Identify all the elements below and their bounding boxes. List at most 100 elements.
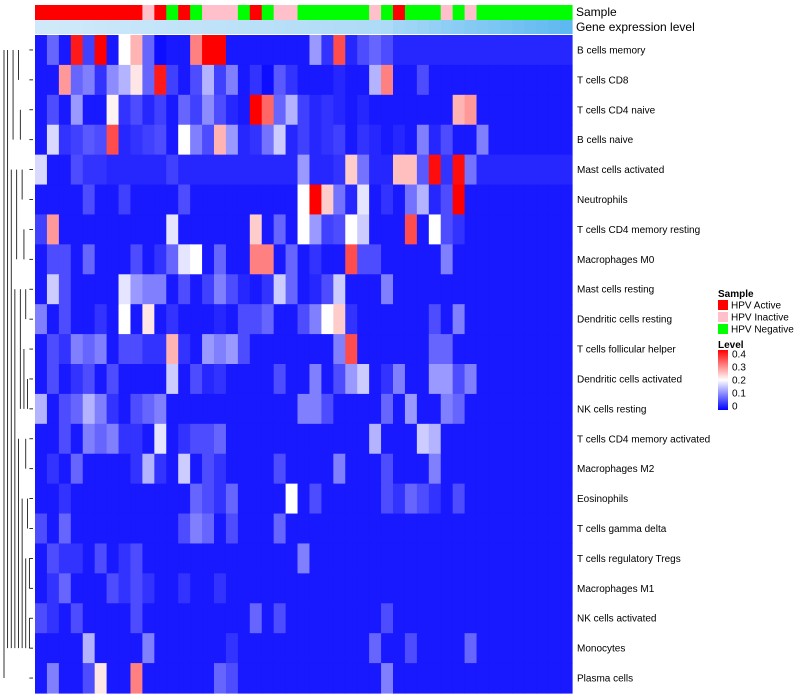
heatmap-cell — [94, 154, 108, 186]
heatmap-cell — [166, 154, 179, 186]
heatmap-cell — [500, 573, 513, 604]
heatmap-cell — [237, 64, 251, 96]
heatmap-cell — [404, 124, 418, 156]
heatmap-cell — [452, 334, 466, 365]
heatmap-cell — [237, 453, 251, 485]
heatmap-cell — [464, 483, 478, 515]
heatmap-cell — [464, 573, 478, 604]
heatmap-cell — [404, 244, 418, 275]
heatmap-cell — [524, 64, 537, 96]
level-legend-tick: 0.3 — [732, 363, 746, 374]
heatmap-cell — [178, 423, 191, 455]
heatmap-cell — [190, 124, 203, 156]
sample-cell — [273, 5, 287, 20]
heatmap-cell — [452, 64, 466, 96]
heatmap-cell — [297, 603, 311, 634]
heatmap-cell — [357, 184, 370, 216]
heatmap-cell — [154, 64, 167, 96]
heatmap-cell — [500, 94, 513, 126]
heatmap-cell — [333, 513, 346, 545]
heatmap-cell — [440, 304, 454, 335]
heatmap-cell — [46, 393, 60, 425]
heatmap-cell — [166, 304, 179, 335]
heatmap-cell — [500, 184, 513, 216]
heatmap-cell — [166, 423, 179, 455]
heatmap-cell — [249, 334, 263, 365]
heatmap-cell — [237, 393, 251, 425]
heatmap-cell — [166, 94, 179, 126]
heatmap-cell — [524, 603, 537, 634]
heatmap-cell — [82, 423, 96, 455]
heatmap-cell — [548, 453, 561, 485]
sample-legend-swatch — [718, 300, 728, 310]
heatmap-cell — [154, 513, 167, 545]
heatmap-cell — [309, 154, 322, 186]
annotation-label-sample: Sample — [576, 5, 617, 19]
heatmap-cell — [297, 633, 311, 664]
heatmap-cell — [202, 304, 215, 335]
heatmap-cell — [464, 94, 478, 126]
sample-cell — [130, 5, 143, 20]
heatmap-cell — [512, 154, 525, 186]
heatmap-cell — [94, 393, 108, 425]
expression-level-cell — [178, 20, 191, 34]
heatmap-cell — [309, 513, 322, 545]
heatmap-cell — [488, 35, 501, 66]
heatmap-cell — [70, 94, 84, 126]
heatmap-cell — [548, 364, 561, 395]
heatmap-cell — [548, 214, 561, 245]
heatmap-cell — [333, 64, 346, 96]
heatmap-cell — [94, 513, 108, 545]
heatmap-cell — [142, 94, 155, 126]
heatmap-cell — [297, 35, 311, 66]
heatmap-cell — [273, 393, 287, 425]
heatmap-cell — [560, 364, 573, 395]
heatmap-cell — [35, 334, 48, 365]
heatmap-cell — [273, 633, 287, 664]
heatmap-cell — [214, 94, 227, 126]
heatmap-cell — [309, 423, 322, 455]
heatmap-cell — [190, 633, 203, 664]
heatmap-cell — [297, 274, 311, 305]
row-label: Macrophages M1 — [577, 584, 655, 595]
heatmap-cell — [500, 35, 513, 66]
heatmap-cell — [166, 124, 179, 156]
heatmap-cell — [428, 304, 442, 335]
heatmap-cell — [393, 64, 406, 96]
heatmap-cell — [202, 513, 215, 545]
heatmap-cell — [261, 453, 275, 485]
heatmap-cell — [82, 64, 96, 96]
heatmap-cell — [512, 393, 525, 425]
heatmap-cell — [536, 334, 549, 365]
heatmap-cell — [214, 543, 227, 574]
expression-level-cell — [154, 20, 167, 34]
heatmap-cell — [369, 184, 382, 216]
sample-cell — [488, 5, 501, 20]
heatmap-cell — [357, 423, 370, 455]
heatmap-cell — [512, 633, 525, 664]
heatmap-cell — [345, 274, 358, 305]
heatmap-cell — [476, 423, 490, 455]
heatmap-cell — [369, 274, 382, 305]
heatmap-cell — [536, 304, 549, 335]
sample-cell — [548, 5, 561, 20]
heatmap-cell — [512, 483, 525, 515]
heatmap-cell — [202, 603, 215, 634]
heatmap-cell — [452, 124, 466, 156]
heatmap-cell — [273, 543, 287, 574]
heatmap-cell — [154, 483, 167, 515]
heatmap-cell — [166, 184, 179, 216]
heatmap-cell — [560, 453, 573, 485]
heatmap-cell — [46, 513, 60, 545]
heatmap-cell — [381, 393, 394, 425]
heatmap-cell — [452, 35, 466, 66]
heatmap-cell — [190, 603, 203, 634]
heatmap-cell — [345, 364, 358, 395]
heatmap-cell — [560, 244, 573, 275]
heatmap-cell — [536, 603, 549, 634]
sample-cell — [357, 5, 370, 20]
heatmap-cell — [548, 513, 561, 545]
heatmap-cell — [345, 334, 358, 365]
heatmap-cell — [297, 94, 311, 126]
heatmap-cell — [214, 364, 227, 395]
